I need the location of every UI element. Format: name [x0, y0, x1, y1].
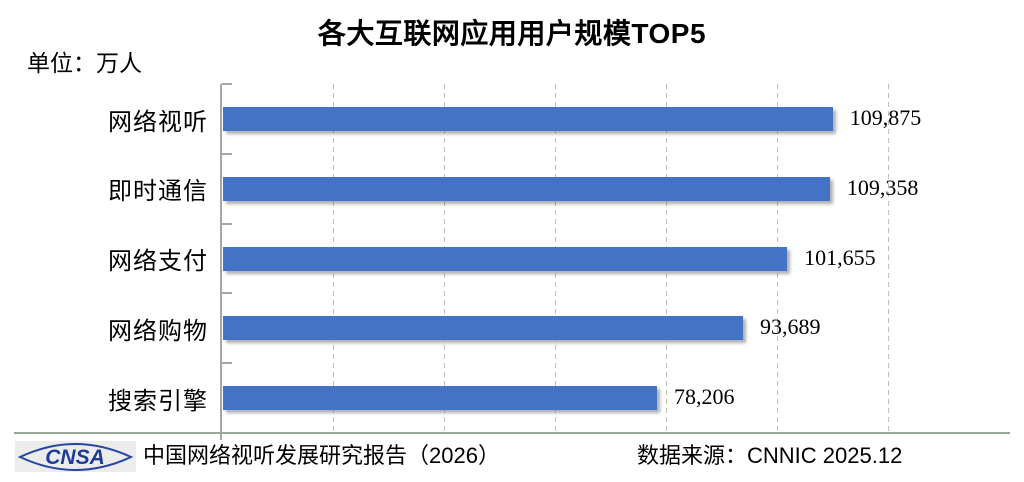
- category-label: 即时通信: [108, 179, 208, 206]
- value-label: 109,358: [846, 174, 919, 200]
- value-label: 78,206: [674, 384, 735, 410]
- axis-tick: [222, 83, 232, 85]
- bottom-divider-line: [14, 432, 1010, 434]
- bar-row: 109,875: [222, 84, 966, 154]
- y-axis-line: [220, 84, 222, 440]
- bar: [223, 107, 833, 131]
- bar: [223, 386, 658, 411]
- axis-tick: [222, 152, 232, 155]
- axis-tick: [222, 362, 232, 365]
- cnsa-logo: CNSA: [15, 441, 136, 472]
- cnsa-logo-text: CNSA: [45, 446, 105, 469]
- gridline: [888, 84, 889, 433]
- bar: [223, 246, 788, 271]
- category-label: 搜索引擎: [108, 388, 208, 415]
- cnsa-logo-icon: CNSA: [18, 442, 133, 471]
- category-label: 网络视听: [108, 109, 208, 136]
- footer-data-source: 数据来源：CNNIC 2025.12: [637, 443, 903, 468]
- bar-row: 93,689: [222, 293, 966, 363]
- plot-area: 109,875 109,358 101,655 93,689 78,206: [220, 83, 966, 440]
- axis-tick: [222, 292, 232, 295]
- value-label: 101,655: [804, 244, 876, 270]
- chart-title: 各大互联网应用用户规模TOP5: [317, 18, 707, 49]
- footer-report-title: 中国网络视听发展研究报告（2026）: [143, 443, 500, 468]
- value-label: 93,689: [759, 314, 821, 340]
- bar-row: 101,655: [222, 224, 966, 294]
- category-axis-labels: 网络视听即时通信网络支付网络购物搜索引擎: [0, 84, 208, 433]
- bar: [223, 176, 830, 201]
- category-label: 网络支付: [108, 249, 208, 276]
- bar: [223, 316, 743, 341]
- bar-row: 78,206: [222, 363, 966, 433]
- category-label: 网络购物: [108, 318, 208, 345]
- axis-tick: [222, 222, 232, 225]
- bar-row: 109,358: [222, 154, 966, 224]
- unit-label: 单位：万人: [27, 51, 142, 76]
- value-label: 109,875: [849, 105, 922, 130]
